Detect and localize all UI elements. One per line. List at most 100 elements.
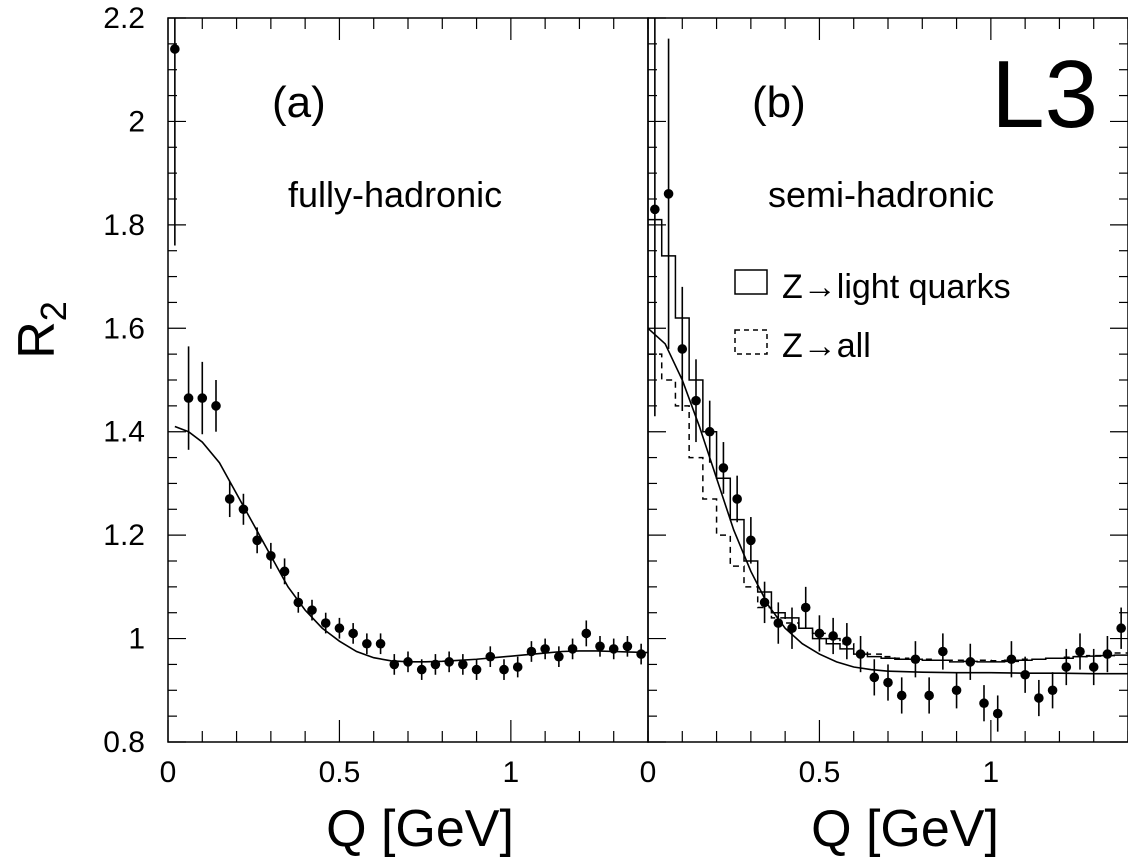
fit-curve-b [647, 327, 1128, 675]
data-point [348, 628, 358, 639]
panel-b-channel-label: semi-hadronic [768, 174, 994, 215]
histogram-all [648, 353, 1128, 662]
legend-label-light-quarks: Z→light quarks [782, 268, 1011, 306]
data-point [965, 657, 976, 667]
data-point [814, 628, 825, 639]
data-point [759, 597, 770, 608]
data-point [197, 393, 208, 403]
data-point [554, 651, 564, 662]
data-point [238, 504, 249, 515]
panel-a: 0 0.5 1 0.8 1 1.2 1.4 1.6 1.8 2 2.2 [103, 2, 649, 789]
y-tick-label: 2 [128, 105, 145, 138]
data-point [485, 651, 496, 662]
data-point [677, 344, 688, 354]
data-point [1034, 693, 1044, 703]
y-tick-label: 1.4 [103, 416, 145, 449]
data-point [828, 631, 838, 641]
x-axis-title-b: Q [GeV] [811, 800, 999, 858]
panel-a-tag: (a) [272, 78, 326, 127]
data-point [266, 551, 276, 561]
data-point [650, 204, 660, 215]
data-point [430, 659, 441, 670]
data-point [883, 677, 893, 688]
panel-b-tag: (b) [752, 78, 806, 127]
data-point [924, 690, 934, 701]
y-tick-label: 2.2 [103, 2, 145, 35]
data-point [567, 644, 578, 654]
data-point [636, 649, 646, 659]
data-point [170, 44, 180, 54]
y-tick-label: 1.8 [103, 209, 145, 242]
y-tick-label: 1.6 [103, 312, 145, 345]
x-tick-label-a: 0.5 [319, 756, 361, 789]
data-point [526, 646, 537, 657]
data-point [896, 690, 907, 701]
x-tick-label-a: 1 [503, 756, 520, 789]
legend-swatch-all [734, 329, 768, 355]
data-point [704, 426, 715, 437]
legend-label-all: Z→all [782, 327, 871, 365]
data-point [403, 657, 413, 667]
data-point [211, 401, 221, 411]
data-point [416, 664, 427, 675]
experiment-logo: L3 [991, 41, 1098, 148]
data-point [581, 628, 592, 639]
y-tick-label: 1 [128, 623, 145, 656]
y-axis-title: R2 [8, 301, 74, 359]
x-axis-title-a: Q [GeV] [326, 800, 514, 858]
data-point [499, 664, 509, 675]
data-point [842, 636, 852, 646]
legend: Z→light quarks Z→all [734, 268, 1011, 365]
data-point [595, 641, 605, 652]
fit-curve-a [174, 425, 649, 663]
data-point [540, 644, 550, 654]
y-tick-label: 0.8 [103, 726, 145, 759]
panel-a-channel-label: fully-hadronic [288, 174, 502, 215]
data-point [375, 638, 386, 649]
data-point [718, 463, 729, 473]
data-point [691, 395, 701, 406]
data-point [979, 698, 989, 709]
data-point [1006, 654, 1017, 665]
data-point [1075, 646, 1085, 657]
data-point [224, 494, 235, 504]
data-point [1102, 649, 1113, 659]
data-point [855, 649, 866, 659]
data-point [1020, 669, 1030, 680]
panel-b: 0 0.5 1 [640, 17, 1128, 789]
data-point [951, 685, 962, 696]
data-point [910, 654, 921, 665]
data-point [663, 189, 674, 199]
data-point [307, 605, 317, 615]
data-point [1116, 623, 1126, 634]
data-point [1061, 662, 1072, 672]
data-point [389, 659, 400, 670]
x-tick-label-b: 0 [640, 756, 657, 789]
x-tick-label-b: 0.5 [799, 756, 841, 789]
data-point [334, 623, 345, 634]
data-point [992, 708, 1003, 719]
data-point [732, 494, 742, 504]
data-point [252, 535, 262, 546]
data-point [362, 638, 372, 649]
data-point [279, 566, 290, 577]
data-point [458, 659, 468, 670]
data-point [773, 618, 784, 628]
data-point [512, 662, 523, 672]
legend-swatch-light-quarks [734, 269, 768, 295]
data-point [1088, 662, 1099, 672]
data-point [293, 597, 304, 608]
data-point [800, 602, 811, 613]
data-point [471, 664, 482, 675]
data-point [938, 646, 948, 657]
data-point [183, 393, 194, 403]
data-point [1047, 685, 1058, 696]
data-point [869, 672, 880, 683]
data-point [608, 644, 619, 654]
x-tick-label-b: 1 [983, 756, 1000, 789]
plot-frame-a [167, 17, 649, 743]
data-point [444, 657, 454, 667]
data-point [320, 618, 331, 628]
data-point [746, 535, 756, 546]
